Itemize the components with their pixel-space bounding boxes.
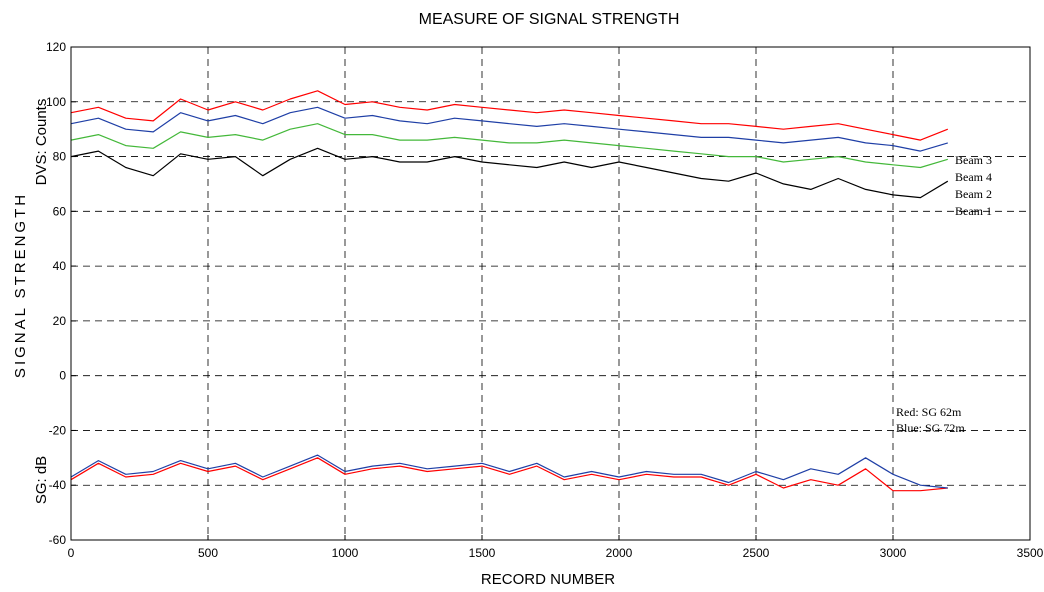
y-tick-label: -20 xyxy=(49,423,67,437)
series-line-beam-1 xyxy=(70,147,949,199)
series-label: Beam 3 xyxy=(955,153,992,167)
plot-frame xyxy=(70,46,1031,541)
y-tick-label: -60 xyxy=(49,533,67,547)
y-tick-label: -40 xyxy=(49,478,67,492)
series-line-blue-sg-72m xyxy=(70,454,948,489)
x-tick-label: 2000 xyxy=(606,546,633,560)
series-labels: Beam 3 Beam 4 Beam 2 Beam 1 Red: SG 62m Blue:… xyxy=(896,153,992,435)
y-tick-label: 0 xyxy=(59,369,66,383)
y-tick-label: 120 xyxy=(46,40,66,54)
y-tick-label: 80 xyxy=(53,150,67,164)
x-tick-label: 3500 xyxy=(1017,546,1044,560)
series-line-red-sg-62m xyxy=(70,457,948,492)
axis-ticks: 0 500 1000 1500 2000 2500 3000 3500 -60 -40 -20 0 20… xyxy=(46,40,1044,560)
y-tick-label: 100 xyxy=(46,95,66,109)
y-tick-label: 40 xyxy=(53,259,67,273)
series-line-beam-4 xyxy=(70,106,948,152)
x-tick-label: 2500 xyxy=(743,546,770,560)
sg-annotation: Red: SG 62m xyxy=(896,405,962,419)
y-tick-label: 20 xyxy=(53,314,67,328)
x-tick-label: 1500 xyxy=(469,546,496,560)
y-axis-label: SIGNAL STRENGTH xyxy=(12,192,29,378)
x-tick-label: 0 xyxy=(68,546,75,560)
x-tick-label: 1000 xyxy=(332,546,359,560)
y-axis-label-lower: SG: dB xyxy=(33,456,50,504)
x-axis-label: RECORD NUMBER xyxy=(481,571,615,588)
series-line-beam-2 xyxy=(70,123,948,169)
chart-title: MEASURE OF SIGNAL STRENGTH xyxy=(419,11,680,28)
x-tick-label: 500 xyxy=(198,546,218,560)
series-group xyxy=(70,90,949,492)
x-tick-label: 3000 xyxy=(880,546,907,560)
grid xyxy=(71,47,1030,540)
y-axis-label-upper: DVS: Counts xyxy=(33,99,50,186)
sg-annotation: Blue: SG 72m xyxy=(896,421,965,435)
series-label: Beam 2 xyxy=(955,187,992,201)
series-line-beam-3 xyxy=(70,90,949,141)
series-label: Beam 4 xyxy=(955,170,992,184)
series-label: Beam 1 xyxy=(955,204,992,218)
y-tick-label: 60 xyxy=(53,204,67,218)
